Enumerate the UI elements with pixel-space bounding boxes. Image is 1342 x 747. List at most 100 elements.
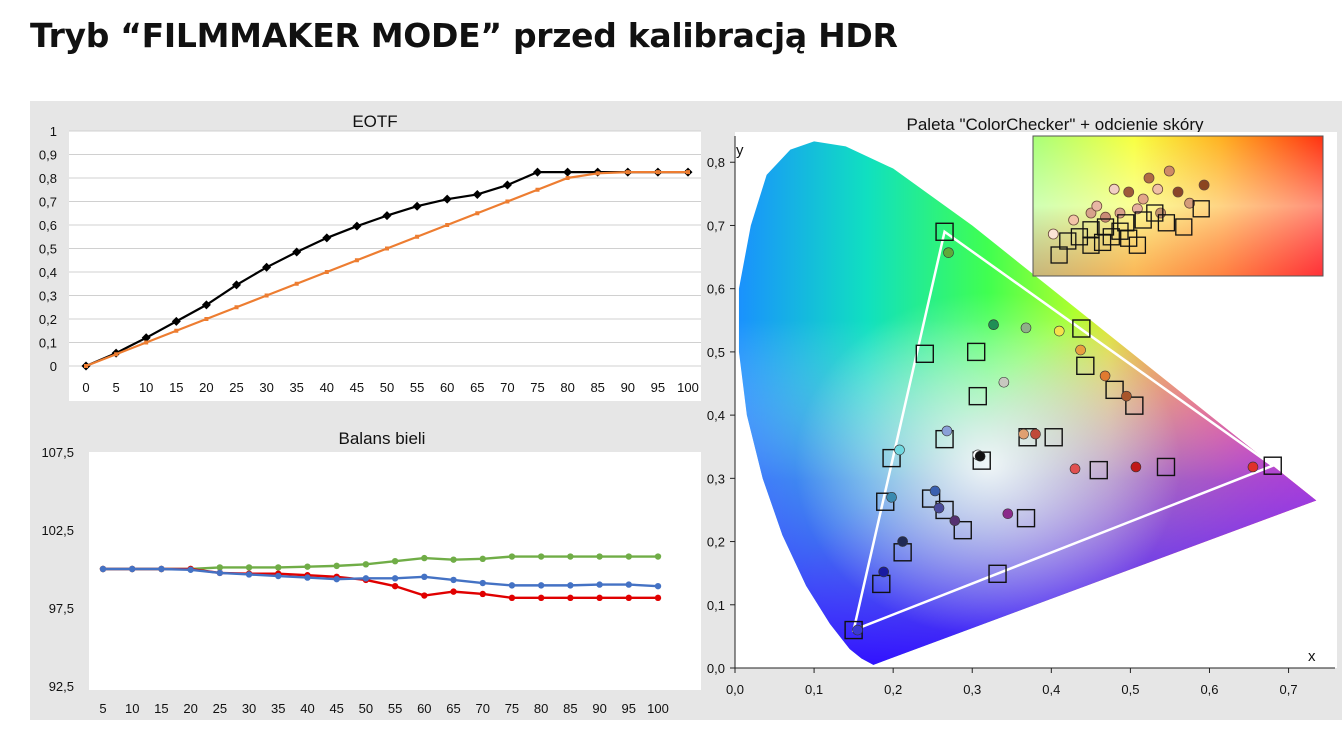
wb-title: Balans bieli — [339, 429, 426, 448]
cie-measured-point — [1121, 390, 1132, 402]
eotf-series-1-point — [324, 270, 329, 274]
wb-series-2-point — [450, 576, 457, 584]
eotf-series-0-point — [322, 233, 332, 243]
inset-skin-point — [1198, 179, 1210, 191]
wb-series-2-point — [187, 566, 194, 573]
wb-series-2-point — [245, 571, 253, 578]
wb-xtick-label: 35 — [271, 701, 285, 716]
inset-target-square — [1050, 246, 1068, 264]
cie-ytick-label: 0,6 — [707, 282, 725, 297]
eotf-series-1-point — [565, 176, 570, 180]
cie-measured-point — [1075, 344, 1086, 356]
wb-xtick-label: 85 — [563, 701, 577, 716]
wb-series-2-point — [479, 579, 486, 587]
cie-ytick-label: 0,1 — [707, 598, 725, 613]
eotf-ytick-label: 0,2 — [39, 312, 57, 327]
inset-skin-point — [1123, 186, 1135, 198]
inset-skin-point — [1068, 214, 1079, 226]
cie-measured-point — [894, 444, 905, 456]
wb-xtick-label: 15 — [154, 701, 168, 716]
wb-ytick-label: 97,5 — [49, 601, 74, 616]
wb-xtick-label: 80 — [534, 701, 548, 716]
eotf-ytick-label: 0 — [50, 359, 57, 374]
white-balance-chart: Balans bieli 92,5 97,5 102,5 107,5 5 10 15 20 2… — [41, 429, 701, 716]
eotf-series-1-point — [264, 293, 269, 298]
inset-skin-point — [1091, 200, 1103, 212]
eotf-ytick-label: 0,8 — [39, 171, 57, 186]
inset-skin-point — [1143, 172, 1155, 184]
wb-xtick-label: 30 — [242, 701, 256, 716]
inset-skin-point — [1047, 228, 1059, 240]
eotf-xtick-label: 45 — [350, 380, 364, 395]
eotf-xtick-label: 30 — [259, 380, 273, 395]
wb-series-0-point — [275, 564, 282, 571]
inset-skin-point — [1085, 207, 1097, 219]
wb-xtick-label: 10 — [125, 701, 139, 716]
wb-series-0-point — [216, 564, 224, 571]
eotf-ytick-label: 1 — [50, 124, 57, 139]
cie-ytick-label: 0,3 — [707, 471, 725, 486]
cie-xlabel: x — [1308, 648, 1316, 665]
cie-ytick-label: 0,7 — [707, 218, 725, 233]
eotf-xtick-label: 85 — [590, 380, 604, 395]
cie-ytick-label: 0,4 — [707, 408, 725, 423]
eotf-xtick-label: 5 — [112, 380, 119, 395]
cie-xtick-label: 0,3 — [963, 682, 981, 697]
inset-target-square — [1082, 221, 1100, 239]
eotf-plot-area — [69, 131, 701, 401]
wb-ytick-label: 102,5 — [41, 523, 74, 538]
wb-series-0-point — [245, 564, 253, 571]
wb-series-2-point — [567, 582, 574, 589]
wb-xtick-label: 50 — [359, 701, 373, 716]
inset-skin-point — [1155, 207, 1166, 219]
cie-target-square — [915, 344, 934, 363]
cie-ytick-label: 0,2 — [707, 535, 725, 550]
cie-target-square — [935, 222, 954, 241]
wb-series-1-point — [450, 588, 457, 595]
eotf-xtick-label: 75 — [530, 380, 544, 395]
eotf-series-0-point — [502, 180, 512, 190]
cie-target-square — [1076, 356, 1095, 376]
inset-target-square — [1192, 200, 1210, 218]
wb-xtick-label: 70 — [476, 701, 490, 716]
wb-series-0-point — [450, 556, 457, 563]
wb-series-2-point — [129, 565, 136, 573]
inset-skin-point — [1132, 203, 1143, 215]
wb-series-0-point — [479, 555, 486, 563]
inset-target-square — [1175, 218, 1193, 236]
wb-series-0-point — [625, 553, 632, 560]
eotf-xtick-label: 80 — [560, 380, 574, 395]
cie-measured-point — [933, 502, 945, 514]
cie-target-square — [1125, 396, 1144, 415]
eotf-ytick-label: 0,3 — [39, 289, 57, 304]
inset-skin-point — [1163, 165, 1175, 177]
cie-target-square — [1072, 319, 1091, 338]
eotf-xtick-label: 15 — [169, 380, 183, 395]
wb-series-1-point — [567, 594, 574, 602]
cie-target-square — [953, 520, 972, 540]
inset-skin-point — [1108, 183, 1120, 195]
cie-measured-point — [998, 376, 1010, 388]
wb-plot-area — [89, 452, 701, 690]
gamut-triangle — [851, 229, 1276, 633]
cie-measured-point — [1018, 428, 1029, 440]
wb-series-2-point — [99, 565, 107, 573]
cie-measured-point — [974, 450, 986, 462]
wb-xtick-label: 95 — [622, 701, 636, 716]
wb-xtick-label: 45 — [329, 701, 343, 716]
cie-title: Paleta "ColorChecker" + odcienie skóry — [907, 115, 1204, 134]
wb-series-1-point — [654, 594, 662, 602]
eotf-series-1-point — [535, 187, 540, 192]
cie-measured-point — [1130, 461, 1142, 473]
wb-xtick-label: 20 — [183, 701, 197, 716]
cie-target-square — [1016, 508, 1036, 528]
inset-skin-point — [1184, 197, 1195, 209]
cie-xtick-label: 0,4 — [1042, 682, 1060, 697]
eotf-xtick-label: 0 — [82, 380, 89, 395]
eotf-series-1-point — [475, 211, 480, 216]
cie-target-square — [968, 386, 987, 406]
wb-series-0-point — [304, 563, 311, 570]
eotf-series-1-point — [415, 234, 420, 239]
cie-measured-point — [886, 492, 897, 503]
cie-target-square — [1044, 428, 1063, 447]
